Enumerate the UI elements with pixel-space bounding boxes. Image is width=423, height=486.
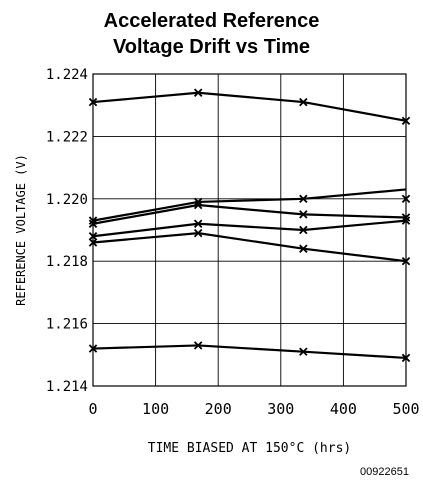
- series-4: [88, 216, 411, 241]
- data-point-marker: [193, 88, 203, 97]
- data-point-marker: [299, 225, 308, 235]
- series-2: [88, 188, 411, 225]
- plot-frame: [92, 73, 407, 387]
- series-line: [92, 232, 407, 263]
- y-tick-label: 1.214: [46, 379, 88, 395]
- data-point-marker: [299, 210, 308, 219]
- series-line: [92, 219, 407, 238]
- y-tick-label: 1.216: [46, 317, 88, 333]
- data-point-marker: [193, 228, 203, 238]
- chart-title: Accelerated Reference Voltage Drift vs T…: [0, 8, 423, 60]
- y-tick-label: 1.224: [46, 67, 88, 83]
- data-point-marker: [193, 341, 203, 350]
- series-1: [88, 88, 411, 126]
- chart-title-line-1: Accelerated Reference: [103, 10, 320, 32]
- x-tick-label: 400: [330, 400, 357, 418]
- series-line: [92, 344, 407, 360]
- figure-id: 00922651: [360, 466, 409, 478]
- ticks: 0 100 200 300 400 500 1.214 1.216 1.218 1.220 1.22…: [46, 67, 420, 418]
- series-6: [88, 341, 411, 363]
- y-tick-label: 1.218: [46, 254, 88, 270]
- series-3: [88, 200, 411, 228]
- data-point-marker: [193, 200, 203, 210]
- grid: [93, 74, 406, 386]
- y-axis-label: REFERENCE VOLTAGE (V): [14, 154, 28, 306]
- x-axis-label: TIME BIASED AT 150°C (hrs): [148, 441, 352, 456]
- series-line: [92, 91, 407, 122]
- x-tick-label: 0: [88, 400, 97, 418]
- x-tick-label: 200: [205, 400, 232, 418]
- data-point-marker: [193, 219, 203, 228]
- series-line: [92, 188, 407, 222]
- series-line: [92, 203, 407, 225]
- series-5: [88, 228, 411, 266]
- data-point-marker: [299, 194, 308, 204]
- series-layer: [88, 88, 411, 363]
- x-tick-label: 300: [267, 400, 294, 418]
- y-tick-label: 1.222: [46, 129, 88, 145]
- data-point-marker: [299, 244, 308, 253]
- y-tick-label: 1.220: [46, 192, 88, 208]
- data-point-marker: [299, 347, 308, 356]
- chart-title-line-2: Voltage Drift vs Time: [112, 36, 311, 58]
- x-tick-label: 500: [392, 400, 419, 418]
- data-point-marker: [299, 97, 308, 107]
- x-tick-label: 100: [142, 400, 169, 418]
